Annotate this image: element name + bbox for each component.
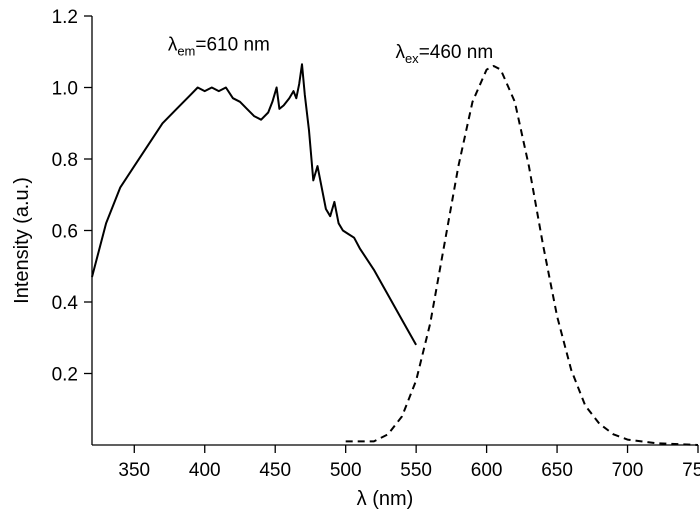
ticks: 350 400 450 500 550 600 650 700 750 0.2 0.4 0.6 0.8 1…: [52, 7, 700, 481]
plot-area: [91, 63, 699, 446]
x-tick-label: 450: [259, 460, 291, 481]
y-tick-label: 1.0: [52, 79, 78, 100]
x-tick-label: 350: [118, 460, 150, 481]
emission-curve: [91, 63, 417, 346]
annotation-value: =460 nm: [419, 42, 493, 63]
y-axis-title: Intensity (a.u.): [11, 177, 33, 304]
annotation-symbol: λ: [168, 35, 178, 56]
x-tick-label: 750: [682, 460, 700, 481]
y-tick-label: 0.6: [52, 222, 78, 243]
annotation-symbol: λ: [395, 42, 405, 63]
x-axis-title: λ (nm): [357, 488, 414, 510]
annotations: λem=610 nm λex=460 nm: [168, 35, 493, 66]
peak-annotation: λem=610 nm: [168, 35, 270, 59]
annotation-value: =610 nm: [195, 35, 269, 56]
x-tick-label: 500: [330, 460, 362, 481]
y-tick-label: 0.4: [52, 293, 79, 314]
labels: λ (nm) Intensity (a.u.): [11, 177, 413, 510]
annotation-subscript: em: [177, 44, 195, 59]
x-tick-label: 600: [471, 460, 503, 481]
y-tick-label: 0.8: [52, 150, 78, 171]
y-tick-label: 1.2: [52, 7, 78, 28]
x-tick-label: 650: [541, 460, 573, 481]
y-tick-label: 0.2: [52, 365, 78, 386]
x-tick-label: 700: [612, 460, 644, 481]
axes: [91, 16, 698, 446]
excitation-curve: [345, 65, 699, 446]
peak-annotation: λex=460 nm: [395, 42, 493, 66]
x-tick-label: 400: [189, 460, 221, 481]
x-tick-label: 550: [400, 460, 432, 481]
annotation-subscript: ex: [405, 51, 419, 66]
